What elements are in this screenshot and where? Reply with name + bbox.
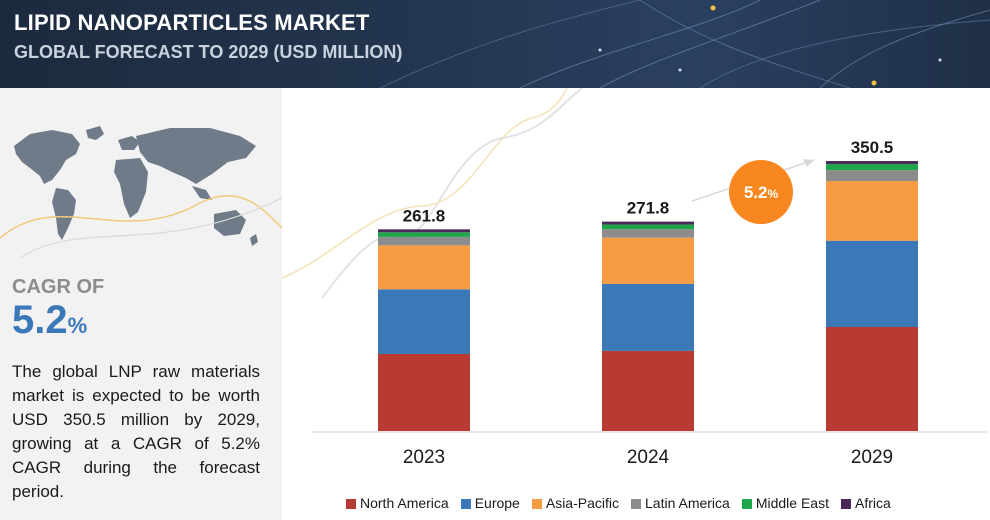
bar-2029-series-3 <box>826 170 918 182</box>
legend-item: Africa <box>840 495 891 511</box>
bar-2029-series-4 <box>826 164 918 171</box>
growth-badge: 5.2% <box>729 160 793 224</box>
cagr-percent-sign: % <box>67 313 88 338</box>
world-map-icon <box>0 126 282 259</box>
bar-2024-series-4 <box>602 224 694 230</box>
bar-2023-series-5 <box>378 229 470 233</box>
bar-2023-series-3 <box>378 236 470 246</box>
total-label: 271.8 <box>627 199 670 218</box>
bar-2029-series-1 <box>826 240 918 328</box>
bars-group <box>378 161 918 431</box>
legend-swatch <box>631 499 641 509</box>
cagr-number: 5.2 <box>12 298 68 342</box>
x-axis-labels: 2023 2024 2029 <box>403 447 893 468</box>
banner-decoration <box>379 0 990 88</box>
bar-2023-series-4 <box>378 232 470 237</box>
legend-item: Middle East <box>741 495 829 511</box>
svg-text:5.2%: 5.2% <box>744 183 779 202</box>
market-description: The global LNP raw materials market is e… <box>12 362 260 501</box>
bar-2029-series-2 <box>826 181 918 241</box>
legend-item: Latin America <box>631 495 730 511</box>
growth-badge-circle <box>729 160 793 224</box>
legend-label: Middle East <box>755 495 829 511</box>
bar-2023-series-1 <box>378 289 470 354</box>
bar-2023-series-0 <box>378 353 470 431</box>
legend-swatch <box>840 499 851 509</box>
bar-2024-series-1 <box>602 283 694 351</box>
total-label: 261.8 <box>403 206 446 225</box>
legend-swatch <box>531 499 542 509</box>
x-tick-label: 2023 <box>403 447 445 468</box>
bar-2024-series-3 <box>602 229 694 238</box>
legend-label: Latin America <box>645 495 730 511</box>
legend-label: Asia-Pacific <box>545 495 619 511</box>
legend-label: North America <box>360 495 449 511</box>
growth-arrow-head <box>803 159 814 167</box>
x-tick-label: 2024 <box>627 447 670 468</box>
bar-2029-series-5 <box>826 161 918 165</box>
growth-badge-unit: % <box>767 187 778 201</box>
stacked-bar-chart: 2023 2024 2029 261.8 271.8 350.5 5.2% <box>282 88 987 468</box>
legend-item: Europe <box>460 495 520 511</box>
page-subtitle: GLOBAL FORECAST TO 2029 (USD MILLION) <box>14 42 403 62</box>
cagr-label: CAGR OF <box>12 276 105 298</box>
legend-item: Asia-Pacific <box>531 495 619 511</box>
bar-2024-series-2 <box>602 237 694 284</box>
legend-item: North America <box>346 495 449 511</box>
chart-legend: North America Europe Asia-Pacific Latin Ame… <box>346 495 986 515</box>
total-labels: 261.8 271.8 350.5 <box>403 138 894 225</box>
legend-swatch <box>741 499 752 509</box>
legend-label: Europe <box>474 495 520 511</box>
x-tick-label: 2029 <box>851 447 893 468</box>
page-title: LIPID NANOPARTICLES MARKET <box>14 10 370 35</box>
cagr-value: 5.2% <box>12 298 87 343</box>
growth-badge-value: 5.2 <box>744 183 768 202</box>
bar-2024-series-5 <box>602 221 694 225</box>
legend-label: Africa <box>854 495 891 511</box>
bar-2024-series-0 <box>602 350 694 431</box>
summary-panel: CAGR OF 5.2% The global LNP raw material… <box>0 88 282 520</box>
legend-swatch <box>460 499 471 509</box>
total-label: 350.5 <box>851 138 894 157</box>
header-banner: LIPID NANOPARTICLES MARKET GLOBAL FORECA… <box>0 0 990 88</box>
bar-2023-series-2 <box>378 245 470 290</box>
legend-swatch <box>346 499 356 509</box>
bar-2029-series-0 <box>826 327 918 431</box>
